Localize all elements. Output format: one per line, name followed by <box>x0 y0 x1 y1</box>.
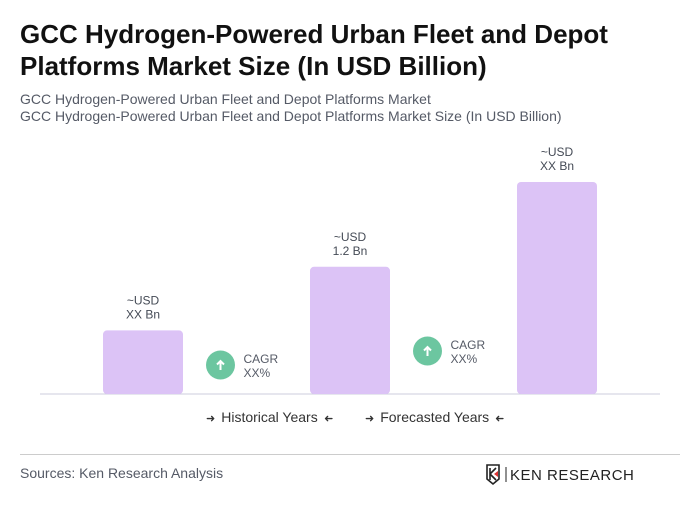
legend-forecasted-label: Forecasted Years <box>380 409 490 425</box>
cagr-label: CAGR <box>244 352 279 366</box>
arrow-up-icon <box>423 345 432 356</box>
arrow-right-icon: ➜ <box>206 413 216 425</box>
divider <box>20 454 680 455</box>
arrow-right-icon: ➜ <box>365 413 375 425</box>
legend-historical-label: Historical Years <box>221 409 318 425</box>
sources: Sources: Ken Research Analysis <box>20 465 224 481</box>
svg-text:KEN RESEARCH: KEN RESEARCH <box>510 467 634 484</box>
data-label: ~USD <box>127 293 160 307</box>
data-label: ~USD <box>541 145 574 159</box>
data-label: XX Bn <box>540 159 574 173</box>
legend-forecasted: ➜ Forecasted Years ➜ <box>359 409 510 425</box>
cagr-label: XX% <box>244 366 271 380</box>
data-label: 1.2 Bn <box>333 244 368 258</box>
bar <box>517 182 597 394</box>
bar <box>310 266 390 394</box>
arrow-up-icon <box>216 359 225 370</box>
data-label: ~USD <box>334 230 367 244</box>
arrow-left-icon: ➜ <box>495 413 505 425</box>
data-label: XX Bn <box>126 307 160 321</box>
legend-historical: ➜ Historical Years ➜ <box>200 409 339 425</box>
page-title: GCC Hydrogen-Powered Urban Fleet and Dep… <box>20 19 608 81</box>
arrow-left-icon: ➜ <box>323 413 333 425</box>
ken-research-logo: KEN RESEARCH <box>486 464 634 486</box>
subtitle: GCC Hydrogen-Powered Urban Fleet and Dep… <box>20 91 431 107</box>
subtitle-2: GCC Hydrogen-Powered Urban Fleet and Dep… <box>20 108 562 124</box>
cagr-label: XX% <box>451 352 478 366</box>
cagr-label: CAGR <box>451 338 486 352</box>
bar <box>103 330 183 394</box>
